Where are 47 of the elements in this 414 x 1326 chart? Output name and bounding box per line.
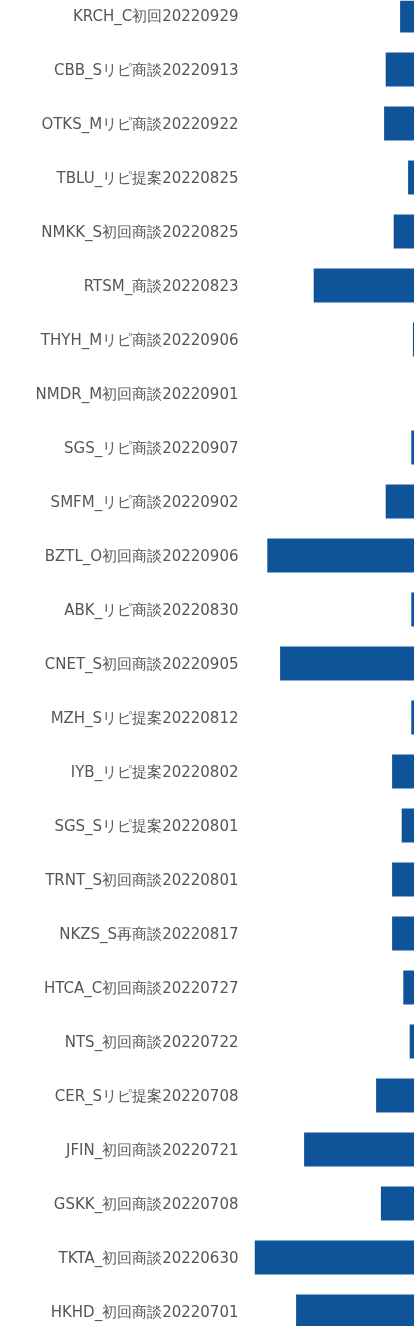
y-tick-label: MZH_Sリピ提案20220812 xyxy=(50,708,239,728)
bar xyxy=(400,0,414,33)
y-tick-label: CER_Sリピ提案20220708 xyxy=(54,1086,239,1106)
y-tick-label: SGS_Sリピ提案20220801 xyxy=(54,816,239,836)
y-tick-label: SMFM_リピ商談20220902 xyxy=(50,492,239,512)
bar xyxy=(280,646,414,681)
bar xyxy=(376,1078,414,1113)
bar xyxy=(411,430,414,465)
bar xyxy=(409,1024,414,1059)
bar xyxy=(267,538,414,573)
bar xyxy=(401,808,414,843)
y-tick-label: HTCA_C初回商談20220727 xyxy=(43,978,239,998)
bar xyxy=(392,916,414,951)
y-tick-label: THYH_Mリピ商談20220906 xyxy=(39,330,239,350)
y-tick-label: NMKK_S初回商談20220825 xyxy=(41,222,239,242)
y-tick-label: CBB_Sリピ商談20220913 xyxy=(54,60,239,80)
y-tick-label: NTS_初回商談20220722 xyxy=(64,1032,239,1052)
bar xyxy=(392,754,414,789)
y-tick-label: HKHD_初回商談20220701 xyxy=(50,1302,239,1322)
y-tick-label: SGS_リピ商談20220907 xyxy=(63,438,239,458)
y-tick-label: CNET_S初回商談20220905 xyxy=(44,654,239,674)
bar xyxy=(408,160,414,195)
bar xyxy=(380,1186,414,1221)
bar xyxy=(393,214,414,249)
bar xyxy=(313,268,414,303)
bar xyxy=(403,970,414,1005)
y-tick-label: KRCH_C初回20220929 xyxy=(72,6,239,26)
bar xyxy=(254,1240,414,1275)
bar xyxy=(385,484,414,519)
y-tick-label: OTKS_Mリピ商談20220922 xyxy=(41,114,239,134)
bar xyxy=(385,52,414,87)
y-tick-label: GSKK_初回商談20220708 xyxy=(53,1194,239,1214)
bar xyxy=(411,700,414,735)
bar xyxy=(304,1132,414,1167)
y-tick-label: JFIN_初回商談20220721 xyxy=(64,1140,239,1160)
y-tick-label: BZTL_O初回商談20220906 xyxy=(44,546,239,566)
y-tick-label: TKTA_初回商談20220630 xyxy=(57,1248,239,1268)
y-tick-label: ABK_リピ商談20220830 xyxy=(64,600,239,620)
y-tick-label: TRNT_S初回商談20220801 xyxy=(44,870,239,890)
y-tick-label: TBLU_リピ提案20220825 xyxy=(55,168,239,188)
bar xyxy=(392,862,414,897)
bar xyxy=(384,106,414,141)
bar xyxy=(411,592,414,627)
y-tick-label: RTSM_商談20220823 xyxy=(83,276,239,296)
y-tick-label: NMDR_M初回商談20220901 xyxy=(35,384,239,404)
y-tick-label: IYB_リピ提案20220802 xyxy=(70,762,239,782)
y-tick-label: NKZS_S再商談20220817 xyxy=(59,924,239,944)
